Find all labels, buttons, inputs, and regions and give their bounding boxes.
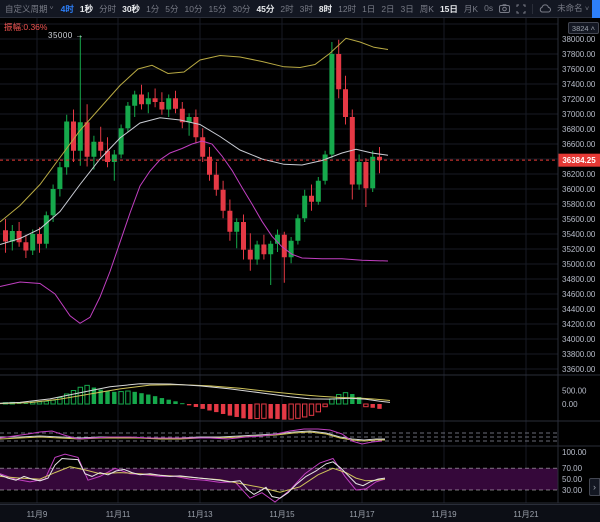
time-label: 11月21 [513,510,539,519]
svg-text:35400.00: 35400.00 [562,230,596,239]
svg-text:36384.25: 36384.25 [562,156,596,165]
chevron-down-icon: ˅ [584,5,590,13]
svg-text:33800.00: 33800.00 [562,350,596,359]
timeframe-2时[interactable]: 2时 [280,4,294,14]
timeframe-30秒[interactable]: 30秒 [122,4,141,14]
svg-text:37200.00: 37200.00 [562,95,596,104]
time-label: 11月11 [105,510,131,519]
fullscreen-icon[interactable] [513,4,529,14]
amplitude-legend: 振幅:0.36% [4,22,48,32]
svg-text:34200.00: 34200.00 [562,320,596,329]
time-axis[interactable]: 11月9 11月11 11月13 11月15 11月17 11月19 11月21 [0,504,600,522]
svg-text:35200.00: 35200.00 [562,245,596,254]
svg-text:36600.00: 36600.00 [562,140,596,149]
toolbar-divider [532,3,534,14]
svg-text:37000.00: 37000.00 [562,110,596,119]
timeframe-月K[interactable]: 月K [463,4,479,14]
toolbar-right: 0s 未命名 ˅ 下单 [481,0,600,18]
timeframe-30分[interactable]: 30分 [232,4,251,14]
svg-text:50.00: 50.00 [562,475,583,484]
svg-text:34800.00: 34800.00 [562,275,596,284]
svg-text:33600.00: 33600.00 [562,365,596,374]
timeframe-items: 4时 1秒 分时 30秒 1分 5分 10分 15分 30分 45分 2时 3时 8时 12时 1日 2日 3日… [58,0,481,18]
svg-text:37400.00: 37400.00 [562,80,596,89]
svg-text:34600.00: 34600.00 [562,290,596,299]
timeframe-1日[interactable]: 1日 [362,4,376,14]
timeframe-8时[interactable]: 8时 [318,4,333,14]
timeframe-分时[interactable]: 分时 [99,4,117,14]
timeframe-3时[interactable]: 3时 [299,4,313,14]
svg-text:35600.00: 35600.00 [562,215,596,224]
custom-period-menu[interactable]: 自定义周期 ˅ [0,3,58,15]
timeframe-5分[interactable]: 5分 [165,4,179,14]
place-order-button[interactable]: 下单 [592,0,600,18]
timeframe-15日[interactable]: 15日 [439,4,458,14]
timeframe-15分[interactable]: 15分 [208,4,227,14]
svg-text:70.00: 70.00 [562,464,583,473]
chevron-down-icon: ˅ [49,5,54,12]
screenshot-camera-icon[interactable] [496,4,513,13]
timeframe-45分[interactable]: 45分 [256,4,275,14]
timeframe-toolbar: 自定义周期 ˅ 4时 1秒 分时 30秒 1分 5分 10分 15分 30分 45分 2时 3时 8时 1… [0,0,600,18]
svg-text:35000.00: 35000.00 [562,260,596,269]
cloud-save-icon[interactable] [536,4,554,13]
layout-name-button[interactable]: 未命名 ˅ [554,0,592,18]
timeframe-4时[interactable]: 4时 [60,4,74,14]
timeframe-2日[interactable]: 2日 [381,4,395,14]
svg-text:37800.00: 37800.00 [562,50,596,59]
svg-text:36200.00: 36200.00 [562,170,596,179]
time-label: 11月15 [269,510,295,519]
svg-text:37600.00: 37600.00 [562,65,596,74]
timeframe-1秒[interactable]: 1秒 [79,4,94,14]
zero-seconds-button[interactable]: 0s [484,3,494,13]
svg-text:500.00: 500.00 [562,386,587,395]
time-label: 11月19 [431,510,457,519]
timeframe-1分[interactable]: 1分 [146,4,160,14]
svg-text:30.00: 30.00 [562,486,583,495]
svg-text:38000.00: 38000.00 [562,35,596,44]
time-label: 11月9 [26,510,48,519]
collapsed-data-tab[interactable]: 3824 ˄ [567,22,599,34]
svg-text:34400.00: 34400.00 [562,305,596,314]
svg-text:0.00: 0.00 [562,400,578,409]
svg-text:36800.00: 36800.00 [562,125,596,134]
time-label: 11月17 [349,510,375,519]
svg-text:34000.00: 34000.00 [562,335,596,344]
price-annotation[interactable]: 35000 → [48,31,84,40]
custom-period-label: 自定义周期 [5,3,48,14]
layout-name-label: 未命名 [557,2,583,13]
svg-text:36000.00: 36000.00 [562,185,596,194]
panel-collapse-button[interactable]: › [589,478,600,496]
svg-text:35800.00: 35800.00 [562,200,596,209]
collapsed-tab-label: 3824 [571,23,589,33]
time-label: 11月13 [187,510,213,519]
timeframe-10分[interactable]: 10分 [184,4,203,14]
timeframe-12时[interactable]: 12时 [338,4,357,14]
timeframe-周K[interactable]: 周K [419,4,434,14]
chart-area: 振幅:0.36% 35000 → 3824 ˄ › 36384.25 38000.… [0,18,600,504]
price-chart[interactable]: 36384.25 38000.00 37800.00 37600.00 37400.00… [0,18,600,504]
timeframe-3日[interactable]: 3日 [400,4,414,14]
svg-text:100.00: 100.00 [562,448,587,457]
chevron-up-icon: ˄ [590,23,595,33]
